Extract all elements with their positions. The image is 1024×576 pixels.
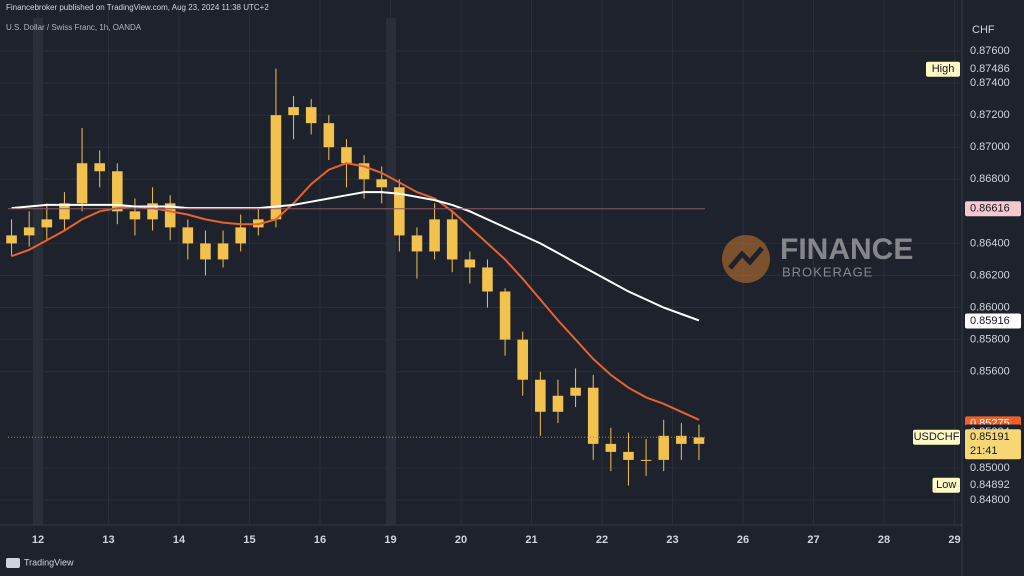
watermark: FINANCE BROKERAGE <box>722 233 913 283</box>
x-tick-label: 19 <box>384 534 396 546</box>
candle-body <box>552 395 564 412</box>
x-tick-label: 26 <box>737 534 749 546</box>
x-tick-label: 12 <box>32 534 44 546</box>
x-tick-label: 22 <box>596 534 608 546</box>
y-tick-label: 0.84800 <box>970 494 1010 506</box>
y-tick-label: 0.86800 <box>970 173 1010 185</box>
candle-body <box>164 203 176 228</box>
candle-body <box>376 179 387 188</box>
watermark-title: FINANCE <box>780 233 913 266</box>
x-tick-label: 29 <box>948 534 960 546</box>
candle-body <box>235 227 246 244</box>
candle-body <box>623 451 634 460</box>
price-label <box>965 429 1021 460</box>
candle-body <box>305 107 317 124</box>
x-tick-label: 27 <box>807 534 819 546</box>
price-tag <box>926 61 960 77</box>
price-tag-text: USDCHF <box>914 431 960 443</box>
candle-body <box>200 243 211 260</box>
candle-body <box>288 107 299 116</box>
currency: CHF <box>972 24 995 36</box>
x-tick-label: 21 <box>525 534 537 546</box>
y-tick-label: 0.87400 <box>970 77 1010 89</box>
candle-body <box>605 443 617 452</box>
chart-title: U.S. Dollar / Swiss Franc, 1h, OANDA <box>6 23 142 32</box>
x-tick-label: 13 <box>102 534 114 546</box>
price-label <box>965 313 1021 329</box>
y-tick-label: 0.85800 <box>970 334 1010 346</box>
candle-body <box>658 435 669 460</box>
y-tick-label: 0.86400 <box>970 237 1010 249</box>
candle-body <box>587 387 599 444</box>
candle-body <box>217 243 229 260</box>
moving-average <box>11 162 700 421</box>
candle-body <box>693 437 705 444</box>
y-tick-label: 0.86200 <box>970 269 1010 281</box>
candle-body <box>76 163 88 204</box>
x-tick-label: 28 <box>878 534 890 546</box>
candle-body <box>482 267 493 292</box>
x-tick-label: 14 <box>173 534 186 546</box>
candle-body <box>517 339 528 380</box>
countdown: 21:41 <box>970 445 998 457</box>
x-tick-label: 20 <box>455 534 467 546</box>
moving-average <box>11 191 700 322</box>
candle-body <box>394 187 405 236</box>
candle-body <box>270 115 282 220</box>
candle-body <box>41 219 53 228</box>
y-tick-label: 0.87600 <box>970 45 1010 57</box>
candle-body <box>6 235 17 244</box>
candle-body <box>112 171 123 212</box>
candle-body <box>323 123 335 148</box>
y-tick-label: 0.87200 <box>970 109 1010 121</box>
price-tag-text: High <box>932 63 955 75</box>
watermark-logo-mark <box>728 246 764 270</box>
price-label-text: 0.85191 <box>970 431 1010 443</box>
plot-area <box>6 68 705 486</box>
candle-body <box>535 379 546 412</box>
watermark-subtitle: BROKERAGE <box>782 264 873 279</box>
candle-body <box>429 219 440 252</box>
candle-body <box>676 435 687 444</box>
candle-body <box>358 163 370 180</box>
candle-body <box>147 203 158 220</box>
publisher: Financebroker published on TradingView.c… <box>6 3 269 12</box>
candle-body <box>59 203 70 220</box>
candle-body <box>411 235 423 252</box>
y-tick-label: 0.86000 <box>970 301 1010 313</box>
candle-body <box>23 227 35 236</box>
price-axis: 0.87600 0.87400 0.87200 0.87000 0.86800 0.864… <box>913 45 1021 506</box>
price-label-text: 0.84892 <box>970 479 1010 491</box>
price-label <box>965 201 1021 217</box>
candle-body <box>499 291 511 340</box>
candle-body <box>570 387 581 396</box>
x-tick-label: 16 <box>314 534 326 546</box>
y-tick-label: 0.85000 <box>970 462 1010 474</box>
price-label <box>965 61 1021 77</box>
price-tag <box>932 477 960 493</box>
candle-body <box>94 163 105 172</box>
candle-body <box>341 147 352 164</box>
price-tag <box>913 429 960 445</box>
x-tick-label: 15 <box>243 534 255 546</box>
brand-logo <box>6 558 20 568</box>
price-label-text: 0.85916 <box>970 315 1010 327</box>
candle-body <box>182 227 194 244</box>
y-tick-label: 0.87000 <box>970 141 1010 153</box>
candle-body <box>129 211 141 220</box>
x-tick-label: 23 <box>666 534 678 546</box>
candle-body <box>464 259 476 268</box>
candle-body <box>446 219 458 260</box>
price-tag-text: Low <box>936 479 956 491</box>
candle-body <box>640 459 652 461</box>
y-tick-label: 0.85600 <box>970 366 1010 378</box>
price-label-text: 0.87486 <box>970 63 1010 75</box>
price-label <box>965 477 1021 493</box>
price-label-text: 0.86616 <box>970 203 1010 215</box>
brand: TradingView <box>24 557 74 567</box>
